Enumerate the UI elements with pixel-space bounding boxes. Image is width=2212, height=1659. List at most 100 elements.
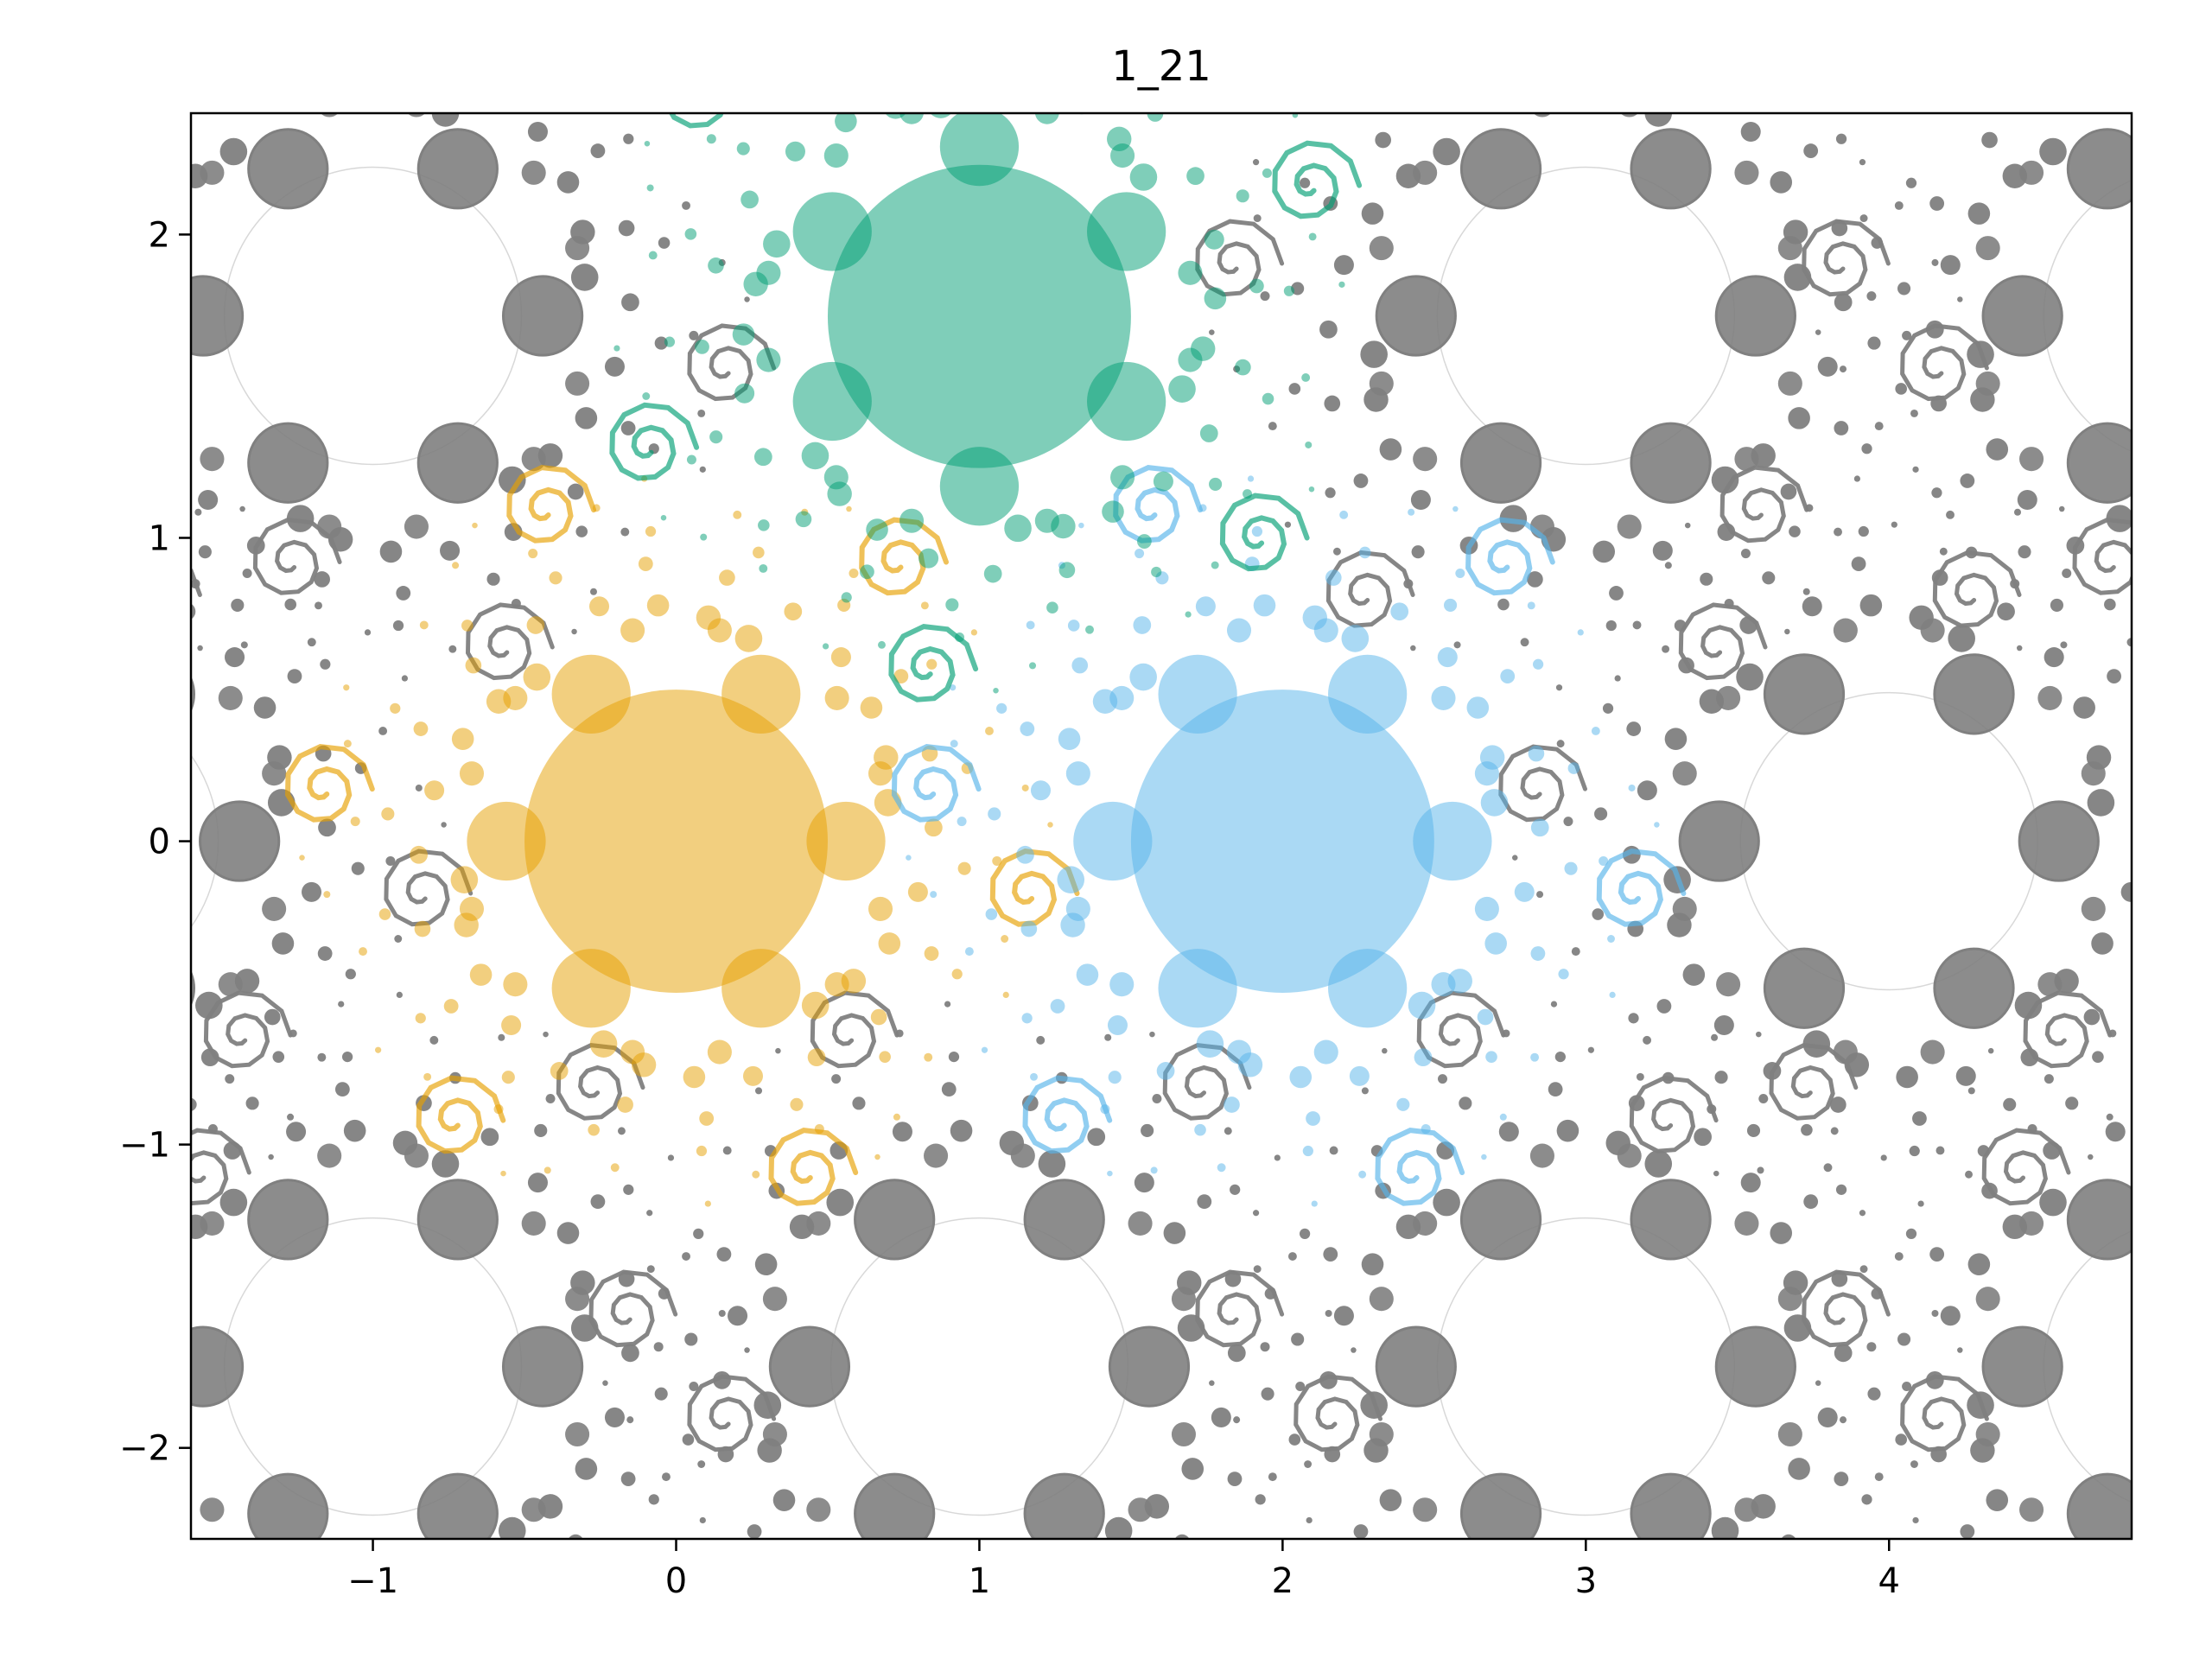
background-fractal-bead <box>1536 891 1544 899</box>
background-fractal-bead <box>195 991 223 1020</box>
series-2-fractal-bead <box>801 442 830 470</box>
background-fractal-small-bulb <box>521 447 546 472</box>
background-fractal-bead <box>1329 1146 1338 1155</box>
background-fractal-bead <box>713 1370 731 1389</box>
series-0-fractal-bead <box>443 999 459 1014</box>
series-1-fractal-bead <box>1224 1096 1240 1113</box>
series-2-fractal-bead <box>741 190 759 209</box>
background-fractal-bead <box>1770 1222 1793 1244</box>
background-fractal-bead <box>317 1052 327 1062</box>
series-2-fractal-spiral <box>609 402 700 481</box>
series-1-fractal-bead <box>1341 625 1370 652</box>
series-2-fractal-small-bulb <box>1110 465 1135 490</box>
background-fractal-bead <box>617 1127 626 1135</box>
series-0-fractal-bead <box>501 1071 515 1084</box>
background-fractal-small-bulb <box>1413 160 1438 185</box>
background-fractal-bead <box>1946 510 1955 519</box>
background-fractal-spiral <box>1629 1076 1719 1154</box>
background-fractal-small-bulb <box>1171 1287 1196 1312</box>
background-fractal-bulb <box>1459 1179 1542 1261</box>
series-0-fractal-bead <box>893 669 909 684</box>
background-fractal-bead <box>318 818 336 837</box>
background-fractal-bead <box>246 536 265 555</box>
background-fractal-bead <box>1861 1494 1872 1505</box>
series-1-fractal-spiral <box>1465 517 1555 596</box>
chart-title: 1_21 <box>1111 42 1211 91</box>
background-fractal-bead <box>950 1119 973 1142</box>
background-fractal-bead <box>396 991 403 999</box>
background-fractal-bead <box>570 264 599 291</box>
background-fractal <box>1802 990 2132 1539</box>
series-0-fractal-spiral <box>506 465 597 543</box>
background-fractal-bead <box>198 545 212 559</box>
series-1-fractal-bead <box>1599 855 1609 866</box>
background-fractal-bead <box>653 1342 664 1352</box>
background-fractal-bead <box>1912 466 1919 473</box>
background-fractal-bead <box>1981 131 1998 149</box>
background-fractal-bead <box>378 727 388 735</box>
background-fractal-bulb <box>1375 275 1457 357</box>
background-fractal-bead <box>534 1123 548 1137</box>
series-1-fractal-bead <box>1455 568 1465 578</box>
series-2-fractal-bead <box>709 430 723 444</box>
background-fractal-small-bulb <box>1128 1497 1153 1522</box>
series-1-fractal-bead <box>1016 845 1034 864</box>
series-1-fractal <box>891 465 1687 1207</box>
background-fractal-bead <box>1967 1253 1991 1276</box>
series-2-fractal <box>609 113 1363 702</box>
series-1-fractal-bead <box>1528 745 1545 762</box>
background-fractal-bead <box>1104 1516 1133 1539</box>
background-fractal-bead <box>1379 1489 1402 1511</box>
background-fractal-bead <box>1874 422 1884 431</box>
background-fractal-bead <box>1909 1145 1920 1157</box>
background-fractal-small-bulb <box>762 1287 787 1312</box>
series-2-fractal-small-bulb <box>823 143 849 168</box>
series-1-fractal-bead <box>1078 522 1084 529</box>
background-fractal-bead <box>1867 1387 1881 1401</box>
series-2-fractal-small-bulb <box>756 260 781 285</box>
series-2-fractal-spiral <box>1219 493 1310 572</box>
series-1-fractal-bead <box>1480 789 1509 817</box>
background-fractal-bead <box>448 645 457 653</box>
background-fractal-bead <box>621 293 639 312</box>
series-2-fractal-bead <box>1085 625 1094 634</box>
background-fractal-bead <box>219 137 248 166</box>
series-0-fractal-bead <box>592 504 601 512</box>
series-2-fractal-spiral <box>1272 140 1363 219</box>
background-fractal-bead <box>527 1173 548 1193</box>
background-fractal-bead <box>1967 340 1994 368</box>
background-fractal-bead <box>1805 504 1814 512</box>
background-fractal-bead <box>1036 1035 1046 1045</box>
background-fractal-bead <box>1739 616 1758 634</box>
series-1-fractal-spiral <box>891 744 982 823</box>
background-fractal-spiral <box>1769 1043 1859 1121</box>
background-fractal-bead <box>527 122 548 143</box>
background-fractal-bead <box>2039 137 2067 166</box>
background-fractal-bead <box>744 296 750 302</box>
background-fractal-bead <box>831 1074 842 1084</box>
background-fractal-bead <box>2014 991 2043 1020</box>
background-fractal-bead <box>1802 1030 1831 1058</box>
background-fractal-bead <box>722 1146 732 1155</box>
background-fractal-bead <box>307 638 316 647</box>
background-fractal-bead <box>1268 422 1277 431</box>
series-1-fractal-small-bulb <box>1474 896 1499 921</box>
background-fractal-small-bulb <box>521 1211 546 1236</box>
background-fractal-bead <box>1209 1380 1215 1386</box>
series-2-fractal-small-bulb <box>823 465 849 490</box>
background-fractal-bead <box>271 932 295 955</box>
series-0-fractal-bead <box>992 855 1002 866</box>
background-fractal-bead <box>1912 1516 1919 1524</box>
series-0-fractal-bead <box>970 629 977 636</box>
series-1-fractal-bead <box>1050 999 1065 1014</box>
series-layer <box>284 113 1687 1207</box>
background-fractal-bead <box>1260 1342 1270 1352</box>
background-fractal-bead <box>2104 598 2116 611</box>
background-fractal-spiral <box>1678 602 1768 681</box>
background-fractal-small-bulb <box>565 371 590 396</box>
background-fractal-bead <box>1784 628 1790 635</box>
background-fractal-bead <box>646 1265 655 1274</box>
background-fractal-small-bulb <box>1529 1143 1554 1168</box>
y-tick-label: 1 <box>149 518 170 558</box>
background-fractal-spiral <box>1195 1269 1285 1348</box>
